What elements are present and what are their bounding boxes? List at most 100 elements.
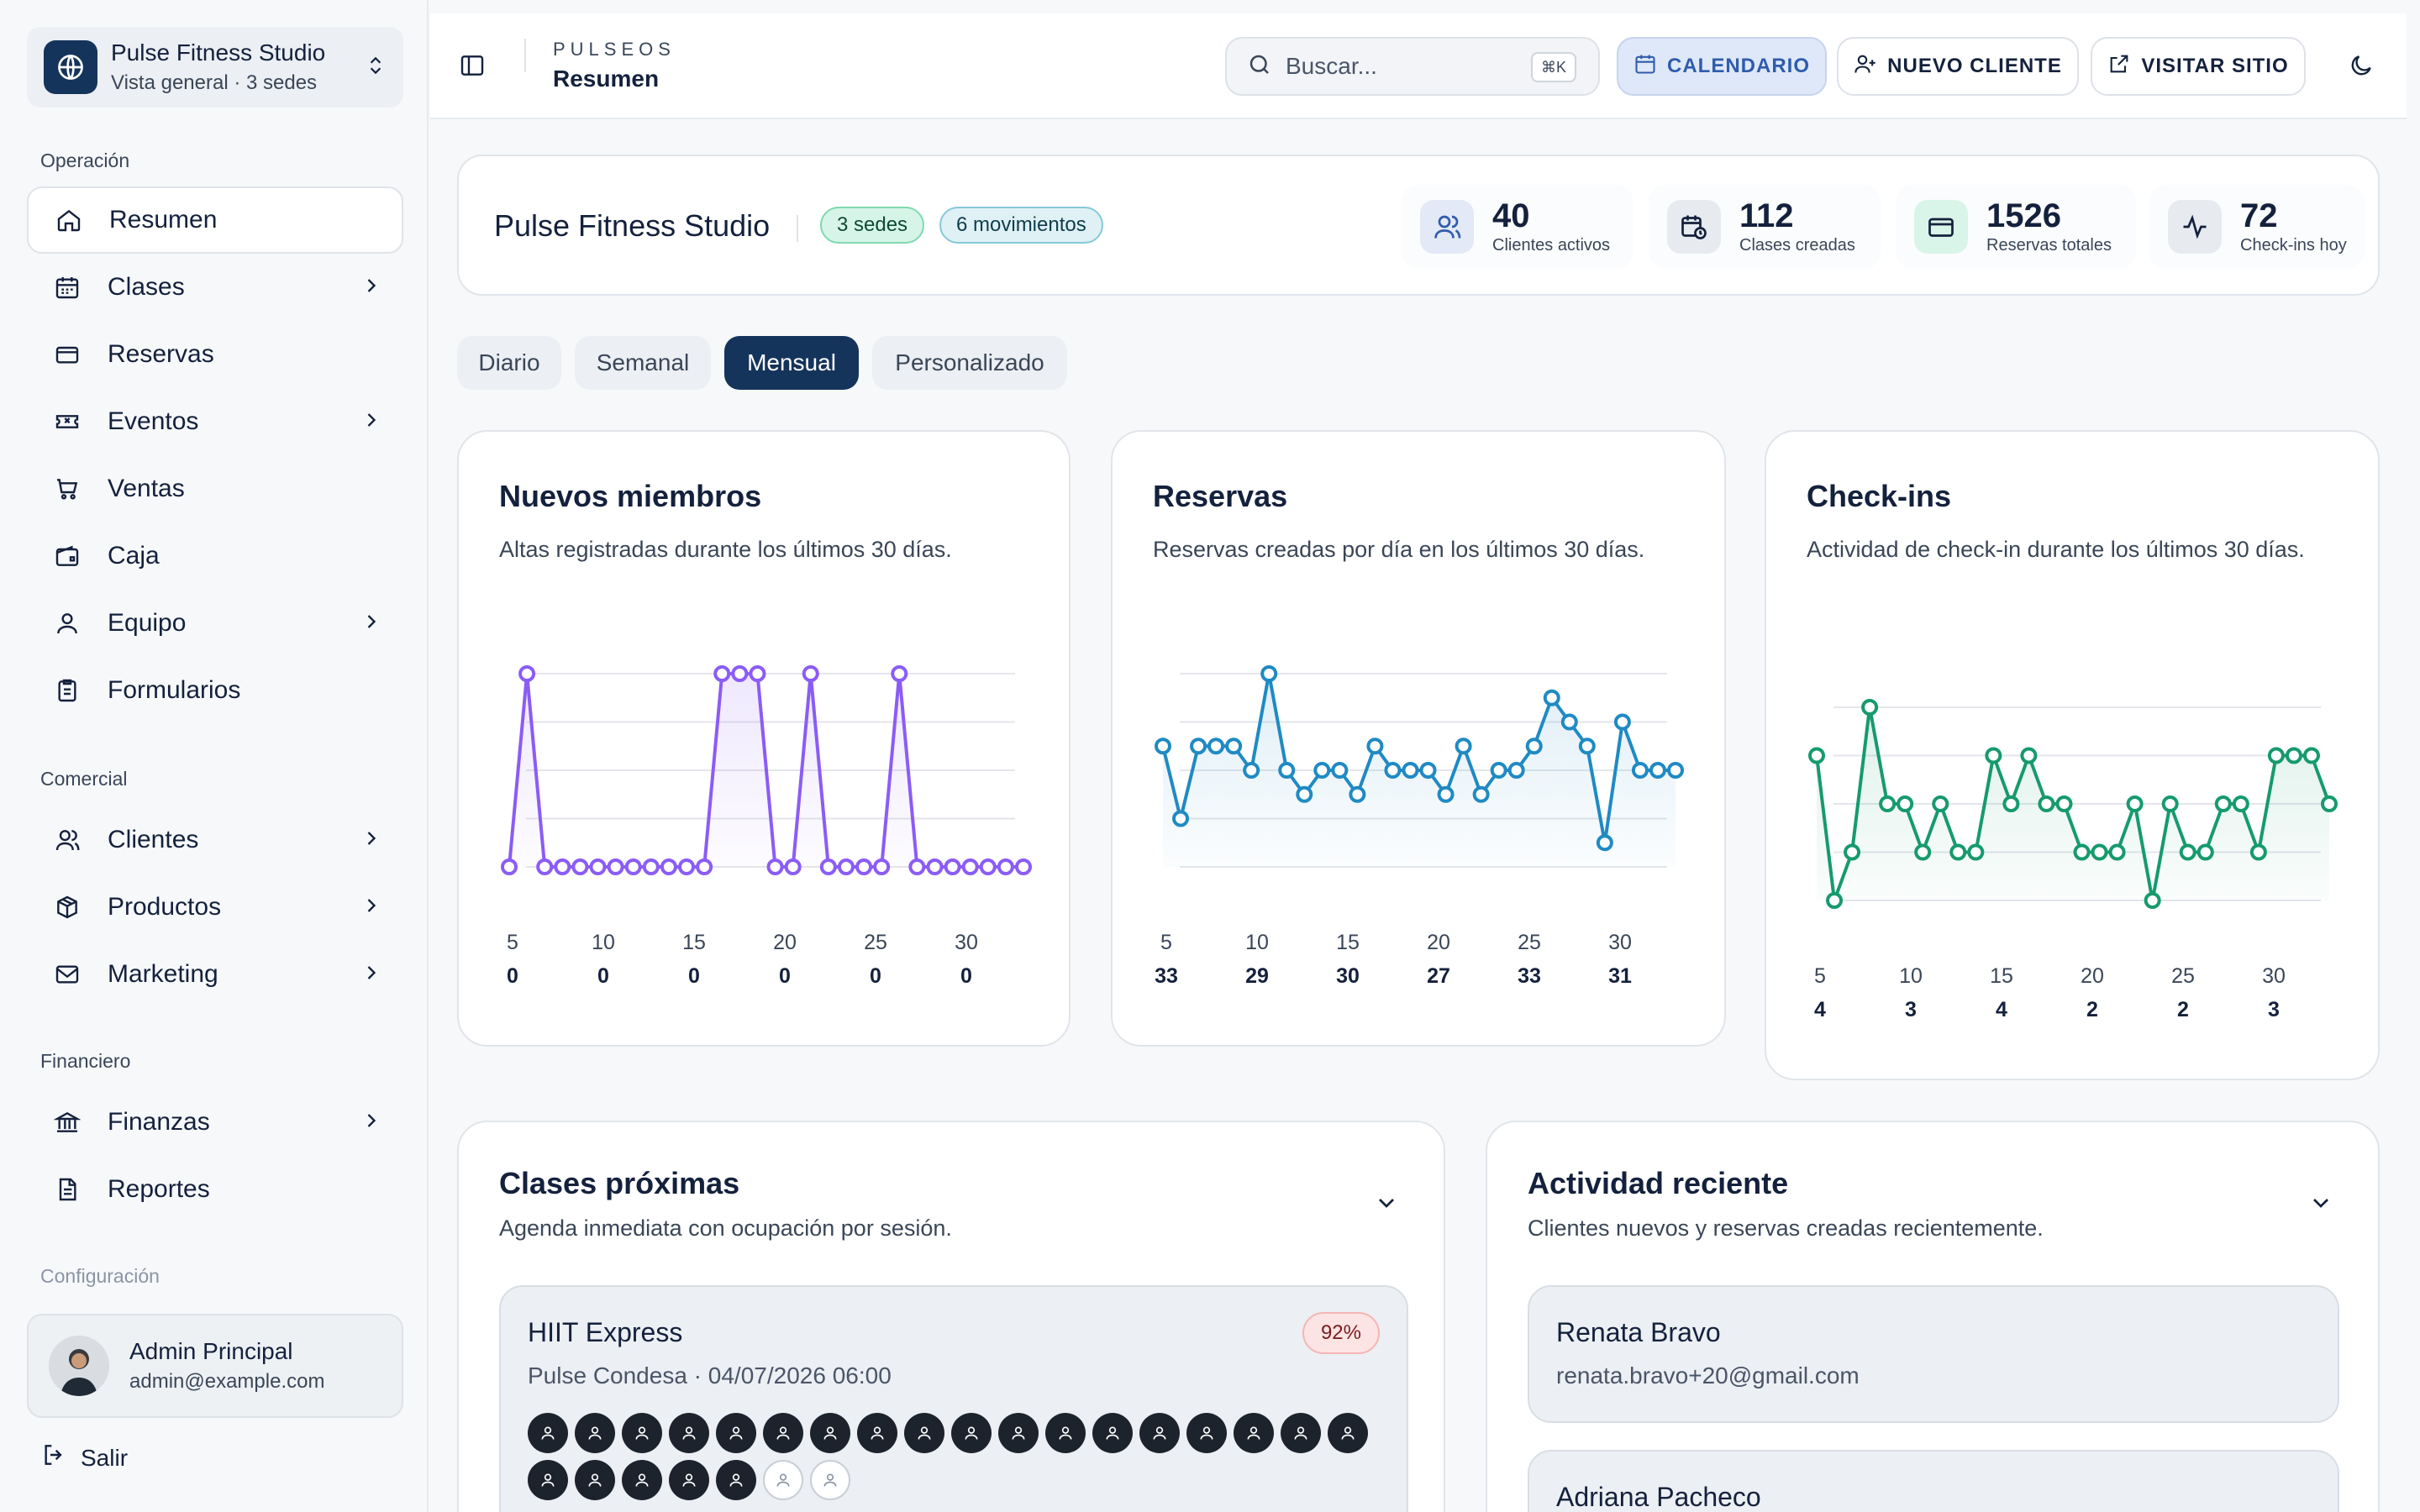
data-point[interactable] xyxy=(1560,713,1578,731)
data-point[interactable] xyxy=(1897,795,1914,812)
data-point[interactable] xyxy=(1349,785,1366,803)
data-point[interactable] xyxy=(1331,762,1349,779)
data-point[interactable] xyxy=(1472,785,1490,803)
data-point[interactable] xyxy=(1967,843,1985,861)
data-point[interactable] xyxy=(696,858,713,875)
chevron-down-icon[interactable] xyxy=(1373,1189,1400,1221)
data-point[interactable] xyxy=(571,858,589,875)
data-point[interactable] xyxy=(660,858,677,875)
data-point[interactable] xyxy=(1879,795,1897,812)
data-point[interactable] xyxy=(1225,738,1243,755)
data-point[interactable] xyxy=(1649,762,1666,779)
data-point[interactable] xyxy=(1243,762,1260,779)
data-point[interactable] xyxy=(607,858,624,875)
data-point[interactable] xyxy=(1507,762,1525,779)
data-point[interactable] xyxy=(2249,843,2267,861)
data-point[interactable] xyxy=(1861,699,1879,716)
data-point[interactable] xyxy=(944,858,961,875)
data-point[interactable] xyxy=(819,858,837,875)
sidebar-item-clases[interactable]: Clases xyxy=(27,254,403,321)
data-point[interactable] xyxy=(1190,738,1207,755)
data-point[interactable] xyxy=(2091,843,2108,861)
data-point[interactable] xyxy=(1826,892,1844,909)
calendar-button[interactable]: CALENDARIO xyxy=(1617,37,1827,96)
data-point[interactable] xyxy=(1402,762,1419,779)
tab-personalizado[interactable]: Personalizado xyxy=(872,336,1067,390)
workspace-switcher[interactable]: Pulse Fitness Studio Vista general · 3 s… xyxy=(27,27,403,108)
data-point[interactable] xyxy=(2144,892,2161,909)
data-point[interactable] xyxy=(1384,762,1402,779)
data-point[interactable] xyxy=(2020,747,2038,764)
data-point[interactable] xyxy=(1419,762,1437,779)
data-point[interactable] xyxy=(926,858,944,875)
data-point[interactable] xyxy=(2179,843,2196,861)
data-point[interactable] xyxy=(2055,795,2073,812)
data-point[interactable] xyxy=(802,665,819,682)
sidebar-item-clientes[interactable]: Clientes xyxy=(27,806,403,874)
sidebar-item-resumen[interactable]: Resumen xyxy=(27,186,403,254)
data-point[interactable] xyxy=(501,858,518,875)
data-point[interactable] xyxy=(873,858,891,875)
sidebar-item-formularios[interactable]: Formularios xyxy=(27,657,403,724)
data-point[interactable] xyxy=(2038,795,2055,812)
data-point[interactable] xyxy=(1914,843,1932,861)
data-point[interactable] xyxy=(1155,738,1171,755)
sidebar-toggle-icon[interactable] xyxy=(459,52,486,83)
data-point[interactable] xyxy=(2302,747,2320,764)
data-point[interactable] xyxy=(589,858,607,875)
data-point[interactable] xyxy=(1366,738,1384,755)
tab-semanal[interactable]: Semanal xyxy=(575,336,711,390)
data-point[interactable] xyxy=(2161,795,2179,812)
user-menu[interactable]: Admin Principal admin@example.com xyxy=(27,1314,403,1418)
tab-diario[interactable]: Diario xyxy=(457,336,561,390)
sidebar-item-reservas[interactable]: Reservas xyxy=(27,321,403,388)
data-point[interactable] xyxy=(731,665,749,682)
data-point[interactable] xyxy=(1313,762,1331,779)
sidebar-item-ventas[interactable]: Ventas xyxy=(27,455,403,522)
data-point[interactable] xyxy=(1278,762,1296,779)
data-point[interactable] xyxy=(1525,738,1543,755)
activity-item[interactable]: Renata Bravo renata.bravo+20@gmail.com xyxy=(1528,1285,2339,1423)
data-point[interactable] xyxy=(979,858,997,875)
data-point[interactable] xyxy=(749,665,766,682)
data-point[interactable] xyxy=(1490,762,1507,779)
data-point[interactable] xyxy=(766,858,784,875)
search-input[interactable]: Buscar... ⌘K xyxy=(1225,37,1600,96)
data-point[interactable] xyxy=(908,858,926,875)
data-point[interactable] xyxy=(1631,762,1649,779)
data-point[interactable] xyxy=(1932,795,1949,812)
data-point[interactable] xyxy=(1613,713,1631,731)
data-point[interactable] xyxy=(2321,795,2338,812)
data-point[interactable] xyxy=(1596,834,1613,852)
data-point[interactable] xyxy=(1296,785,1313,803)
data-point[interactable] xyxy=(997,858,1014,875)
sidebar-item-reportes[interactable]: Reportes xyxy=(27,1156,403,1223)
data-point[interactable] xyxy=(518,665,536,682)
data-point[interactable] xyxy=(1949,843,1967,861)
visit-site-button[interactable]: VISITAR SITIO xyxy=(2091,37,2306,96)
logout-button[interactable]: Salir xyxy=(40,1441,128,1474)
activity-item[interactable]: Adriana Pacheco xyxy=(1528,1450,2339,1512)
data-point[interactable] xyxy=(837,858,855,875)
data-point[interactable] xyxy=(1667,762,1684,779)
data-point[interactable] xyxy=(642,858,660,875)
data-point[interactable] xyxy=(1985,747,2002,764)
data-point[interactable] xyxy=(2267,747,2285,764)
data-point[interactable] xyxy=(1808,747,1825,764)
sidebar-item-caja[interactable]: Caja xyxy=(27,522,403,590)
data-point[interactable] xyxy=(2214,795,2232,812)
data-point[interactable] xyxy=(1543,689,1560,706)
data-point[interactable] xyxy=(2196,843,2214,861)
data-point[interactable] xyxy=(1172,810,1190,827)
data-point[interactable] xyxy=(713,665,731,682)
data-point[interactable] xyxy=(2002,795,2020,812)
data-point[interactable] xyxy=(891,665,908,682)
data-point[interactable] xyxy=(784,858,802,875)
data-point[interactable] xyxy=(2232,795,2249,812)
data-point[interactable] xyxy=(624,858,642,875)
sidebar-item-equipo[interactable]: Equipo xyxy=(27,590,403,657)
class-item[interactable]: HIIT Express Pulse Condesa · 04/07/2026 … xyxy=(499,1285,1408,1512)
data-point[interactable] xyxy=(1015,858,1032,875)
chevron-down-icon[interactable] xyxy=(2307,1189,2334,1221)
data-point[interactable] xyxy=(961,858,979,875)
